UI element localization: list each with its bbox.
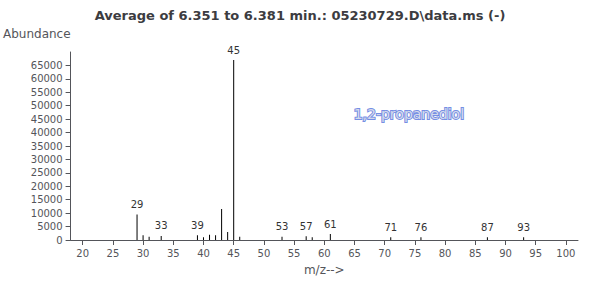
svg-text:45: 45 — [227, 248, 240, 259]
svg-text:85: 85 — [469, 248, 482, 259]
svg-text:61: 61 — [324, 219, 337, 230]
svg-text:50000: 50000 — [31, 100, 63, 111]
svg-text:45000: 45000 — [31, 114, 63, 125]
svg-text:Average of 6.351 to 6.381 min.: Average of 6.351 to 6.381 min.: 05230729… — [95, 8, 506, 23]
svg-text:87: 87 — [481, 222, 494, 233]
svg-text:40: 40 — [197, 248, 210, 259]
svg-text:57: 57 — [300, 221, 313, 232]
svg-text:5000: 5000 — [37, 221, 62, 232]
svg-text:Abundance: Abundance — [3, 27, 71, 41]
svg-text:80: 80 — [439, 248, 452, 259]
svg-text:90: 90 — [499, 248, 512, 259]
svg-text:93: 93 — [517, 222, 530, 233]
svg-text:30000: 30000 — [31, 154, 63, 165]
svg-text:30: 30 — [137, 248, 150, 259]
svg-text:45: 45 — [227, 45, 240, 56]
svg-text:70: 70 — [378, 248, 391, 259]
svg-text:55000: 55000 — [31, 87, 63, 98]
svg-text:0: 0 — [56, 235, 62, 246]
svg-text:35000: 35000 — [31, 141, 63, 152]
svg-text:100: 100 — [556, 248, 575, 259]
svg-text:20: 20 — [76, 248, 89, 259]
svg-text:m/z-->: m/z--> — [304, 263, 345, 277]
svg-text:10000: 10000 — [31, 208, 63, 219]
svg-text:29: 29 — [131, 199, 144, 210]
svg-text:75: 75 — [409, 248, 422, 259]
svg-text:76: 76 — [415, 222, 428, 233]
svg-text:65: 65 — [348, 248, 361, 259]
svg-text:40000: 40000 — [31, 127, 63, 138]
svg-text:55: 55 — [288, 248, 301, 259]
svg-text:25000: 25000 — [31, 167, 63, 178]
svg-text:15000: 15000 — [31, 194, 63, 205]
svg-text:60000: 60000 — [31, 73, 63, 84]
svg-text:71: 71 — [384, 222, 397, 233]
svg-text:50: 50 — [258, 248, 271, 259]
svg-text:35: 35 — [167, 248, 180, 259]
svg-text:1,2-propanediol: 1,2-propanediol — [354, 106, 464, 122]
svg-text:39: 39 — [191, 220, 204, 231]
svg-text:60: 60 — [318, 248, 331, 259]
svg-text:20000: 20000 — [31, 181, 63, 192]
svg-text:65000: 65000 — [31, 60, 63, 71]
svg-text:33: 33 — [155, 220, 168, 231]
svg-text:25: 25 — [107, 248, 120, 259]
svg-text:53: 53 — [276, 221, 289, 232]
svg-text:95: 95 — [529, 248, 542, 259]
